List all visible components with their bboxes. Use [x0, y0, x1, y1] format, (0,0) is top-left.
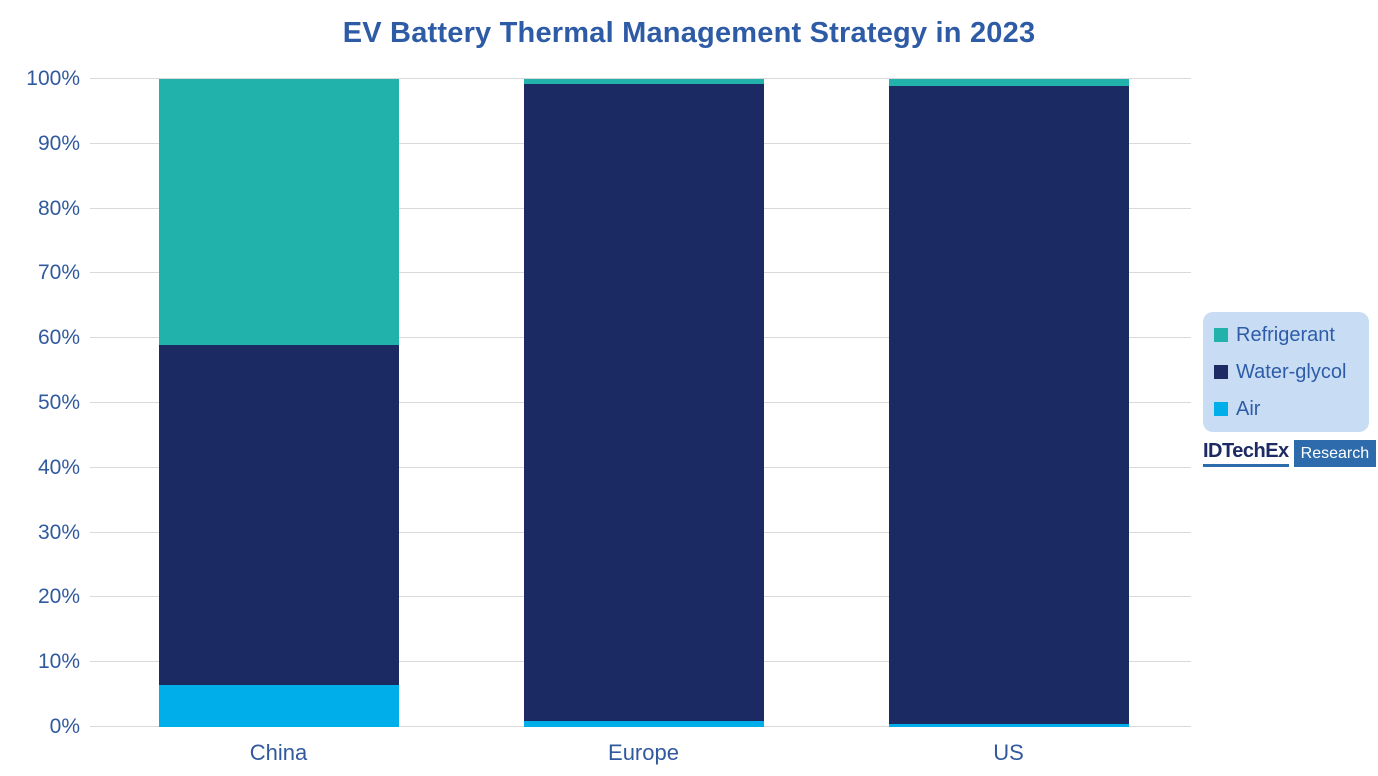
- segment-water-glycol-europe: [523, 84, 764, 721]
- y-tick-label: 90%: [37, 131, 80, 155]
- chart-title: EV Battery Thermal Management Strategy i…: [342, 17, 1036, 49]
- legend-item-water-glycol: Water-glycol: [1214, 362, 1358, 382]
- legend-label: Refrigerant: [1236, 324, 1335, 346]
- x-tick-label-europe: Europe: [608, 740, 679, 765]
- legend-item-refrigerant: Refrigerant: [1214, 325, 1358, 345]
- legend: Refrigerant Water-glycol Air: [1203, 312, 1369, 432]
- segment-refrigerant-us: [888, 79, 1129, 86]
- y-tick-label: 60%: [37, 326, 80, 350]
- x-axis-labels: China Europe US: [96, 740, 1191, 766]
- stacked-bar-europe: [523, 79, 764, 727]
- legend-label: Water-glycol: [1236, 361, 1347, 383]
- y-tick-label: 0%: [49, 715, 80, 738]
- segment-water-glycol-china: [158, 344, 399, 685]
- segment-refrigerant-europe: [523, 79, 764, 85]
- stacked-bar-china: [158, 79, 399, 727]
- legend-swatch-icon: [1214, 365, 1228, 379]
- y-tick-label: 50%: [37, 391, 80, 414]
- legend-swatch-icon: [1214, 328, 1228, 342]
- plot-area: [90, 78, 1191, 727]
- bar-column-europe: [461, 79, 826, 727]
- segment-air-europe: [523, 720, 764, 727]
- brand-logo: IDTechEx Research: [1203, 440, 1377, 467]
- x-tick-label-china: China: [249, 740, 308, 765]
- bar-column-us: [826, 79, 1191, 727]
- brand-name: IDTechEx: [1203, 440, 1289, 467]
- y-tick-label: 30%: [37, 520, 80, 544]
- bar-column-china: [96, 79, 461, 727]
- brand-suffix: Research: [1293, 440, 1377, 467]
- legend-swatch-icon: [1214, 402, 1228, 416]
- y-axis-labels: 0% 10% 20% 30% 40% 50% 60% 70% 80% 90% 100%: [0, 67, 90, 738]
- y-tick-label: 40%: [37, 455, 80, 479]
- legend-label: Air: [1236, 398, 1261, 420]
- segment-air-china: [158, 684, 399, 727]
- y-tick-label: 10%: [37, 650, 80, 674]
- gridline: [90, 78, 1191, 79]
- y-tick-label: 20%: [37, 585, 80, 609]
- y-tick-label: 70%: [37, 261, 80, 285]
- stacked-bar-us: [888, 79, 1129, 727]
- segment-refrigerant-china: [158, 79, 399, 345]
- legend-item-air: Air: [1214, 399, 1358, 419]
- y-tick-label: 100%: [26, 67, 80, 90]
- y-tick-label: 80%: [37, 196, 80, 220]
- x-tick-label-us: US: [993, 740, 1024, 765]
- segment-water-glycol-us: [888, 85, 1129, 724]
- bars: [96, 79, 1191, 727]
- segment-air-us: [888, 723, 1129, 727]
